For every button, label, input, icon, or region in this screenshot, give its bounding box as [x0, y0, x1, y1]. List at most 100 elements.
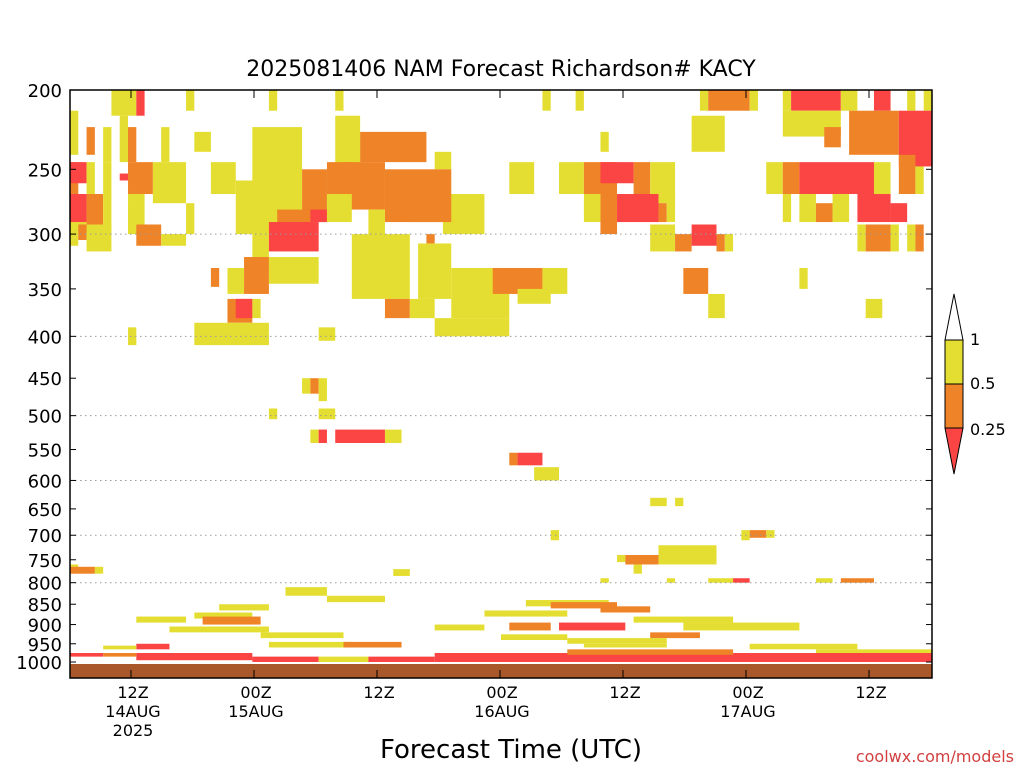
heatmap-cell	[227, 267, 245, 294]
heatmap-cell	[708, 578, 734, 583]
y-tick-label: 350	[28, 280, 62, 301]
heatmap-cell	[815, 649, 932, 654]
heatmap-cell	[103, 194, 112, 235]
x-tick-label: 12Z	[363, 683, 394, 702]
heatmap-cell	[832, 194, 850, 223]
heatmap-cell	[194, 612, 253, 619]
heatmap-cell	[360, 131, 427, 163]
y-tick-label: 700	[28, 526, 62, 547]
heatmap-cell	[318, 429, 327, 444]
y-tick-label: 650	[28, 500, 62, 521]
heatmap-cell	[658, 203, 667, 223]
heatmap-cell	[252, 656, 319, 662]
heatmap-cell	[509, 162, 535, 195]
heatmap-cell	[368, 656, 435, 662]
heatmap-cell	[749, 643, 858, 650]
heatmap-cell	[194, 322, 269, 346]
heatmap-cell	[716, 234, 725, 252]
heatmap-cell	[111, 90, 137, 116]
heatmap-cell	[351, 234, 410, 299]
heatmap-cell	[252, 127, 303, 184]
heatmap-cell	[409, 298, 435, 319]
heatmap-cell	[310, 378, 319, 394]
heatmap-cell	[766, 162, 783, 195]
heatmap-cell	[86, 194, 104, 235]
heatmap-cell	[103, 127, 112, 163]
heatmap-cell	[907, 90, 916, 111]
heatmap-cell	[252, 298, 261, 319]
heatmap-cell	[600, 162, 634, 184]
y-tick-label: 400	[28, 327, 62, 348]
heatmap-cell	[310, 429, 319, 444]
heatmap-cell	[219, 604, 269, 611]
x-tick-label: 2025	[113, 721, 154, 740]
x-axis-label: Forecast Time (UTC)	[380, 735, 642, 765]
heatmap-cell	[434, 653, 932, 662]
heatmap-cell	[873, 90, 891, 111]
heatmap-cell	[260, 632, 344, 639]
heatmap-cell	[268, 408, 278, 420]
heatmap-cell	[509, 452, 518, 466]
heatmap-cell	[691, 224, 717, 246]
colorbar-swatch	[944, 339, 964, 385]
x-tick-label: 17AUG	[720, 702, 775, 721]
heatmap-cell	[268, 257, 319, 284]
heatmap-cell	[70, 110, 79, 155]
heatmap-cell	[310, 209, 327, 223]
heatmap-cell	[186, 90, 195, 111]
y-tick-label: 550	[28, 441, 62, 462]
heatmap-cell	[675, 497, 684, 507]
heatmap-cell	[268, 641, 352, 648]
heatmap-cell	[103, 645, 137, 650]
x-tick-label: 15AUG	[228, 702, 283, 721]
x-tick-label: 00Z	[240, 683, 271, 702]
heatmap-cell	[368, 276, 385, 287]
heatmap-cell	[542, 90, 551, 111]
heatmap-cell	[724, 234, 734, 252]
heatmap-cell	[666, 194, 676, 223]
heatmap-cell	[691, 115, 725, 152]
heatmap-cell	[815, 203, 833, 223]
heatmap-cell	[799, 162, 874, 195]
heatmap-cell	[501, 634, 568, 641]
heatmap-cell	[699, 90, 709, 111]
heatmap-cell	[128, 162, 153, 195]
heatmap-cell	[683, 622, 800, 631]
heatmap-cell	[625, 554, 659, 565]
credit-text: coolwx.com/models	[856, 747, 1014, 766]
heatmap-cell	[873, 162, 891, 195]
heatmap-cell	[384, 429, 402, 444]
y-tick-label: 200	[28, 81, 62, 102]
heatmap-cell	[583, 643, 667, 648]
heatmap-cell	[409, 194, 452, 223]
heatmap-cell	[335, 90, 344, 111]
x-tick-label: 00Z	[486, 683, 517, 702]
heatmap-cell	[890, 203, 908, 223]
heatmap-cell	[923, 90, 932, 111]
heatmap-cell	[782, 194, 792, 223]
heatmap-cell	[799, 267, 808, 289]
heatmap-cell	[302, 378, 311, 394]
heatmap-cell	[343, 641, 402, 648]
y-axis: 200 250 300 350 400 450 500 550 600 650 700 7508008…	[16, 81, 932, 674]
heatmap-cell	[600, 131, 609, 152]
heatmap-cell	[86, 162, 95, 195]
heatmap-cell	[840, 90, 858, 111]
heatmap-cell	[434, 624, 485, 631]
y-tick-label: 1000	[16, 653, 62, 674]
heatmap-cell	[791, 90, 841, 111]
x-tick-label: 12Z	[855, 683, 886, 702]
heatmap-cell	[285, 587, 327, 596]
heatmap-cell	[567, 638, 667, 644]
heatmap-cell	[136, 90, 145, 116]
colorbar-top-arrow	[944, 293, 964, 341]
heatmap-cell	[210, 162, 236, 195]
heatmap-cell	[840, 578, 874, 583]
heatmap-cell	[600, 606, 651, 613]
heatmap-cell	[708, 293, 725, 319]
heatmap-cell	[865, 224, 891, 252]
heatmap-cell	[550, 530, 560, 541]
heatmap-cell	[326, 595, 385, 603]
heatmap-cell	[186, 203, 195, 235]
heatmap-cell	[268, 90, 278, 111]
